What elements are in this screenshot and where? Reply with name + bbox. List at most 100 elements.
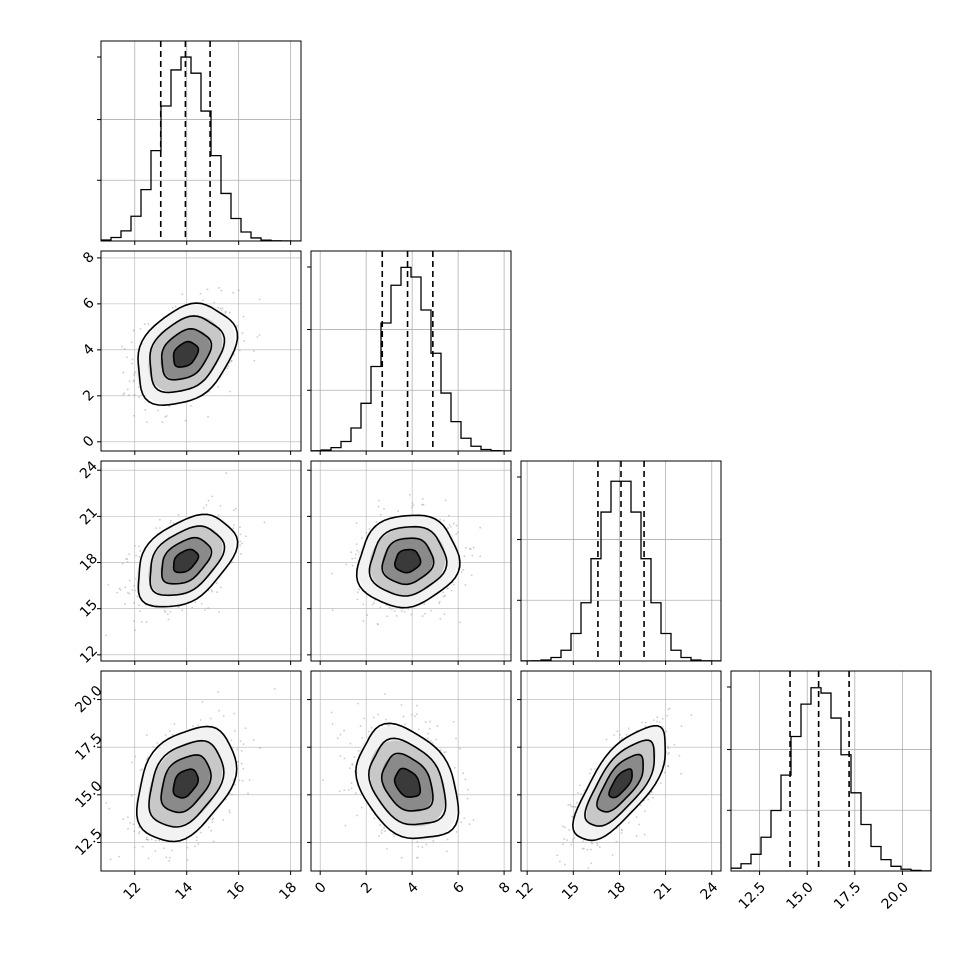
sample-point [643,810,646,813]
sample-point [126,388,129,391]
sample-point [635,834,638,837]
sample-point [225,472,228,475]
sample-point [464,584,467,586]
contour-1 [160,327,213,381]
sample-point [145,621,148,623]
sample-point [139,327,142,330]
sample-point [443,751,446,754]
sample-point [472,819,475,821]
sample-point [563,838,566,840]
sample-point [139,550,142,552]
sample-point [356,549,359,552]
sample-point [263,521,266,524]
sample-point [211,495,214,498]
sample-point [379,513,382,516]
sample-point [233,730,236,733]
sample-point [390,608,393,611]
sample-point [141,768,144,771]
sample-point [621,829,623,831]
sample-point [345,563,348,566]
sample-point [587,867,590,869]
sample-point [351,557,354,560]
sample-point [138,545,140,548]
sample-point [412,878,414,880]
sample-point [242,767,245,770]
sample-point [161,421,164,424]
sample-point [367,730,370,733]
sample-point [561,825,564,828]
sample-point [652,796,654,799]
panel-frame [310,670,512,872]
sample-point [124,603,126,606]
sample-point [571,805,574,808]
sample-point [144,409,147,411]
sample-point [330,711,333,714]
sample-point [611,854,614,856]
contour-3 [571,725,666,842]
sample-point [400,704,403,706]
sample-point [392,833,395,836]
sample-point [247,792,249,795]
sample-point [400,856,403,859]
sample-point [421,497,424,500]
sample-point [236,325,238,327]
sample-point [135,554,138,557]
sample-point [435,738,437,741]
sample-point [355,522,358,525]
panel-frame [730,670,932,872]
panel-2-2 [517,460,722,665]
sample-point [138,826,141,829]
sample-point [578,784,581,787]
sample-point [588,772,591,775]
sample-point [479,526,482,529]
sample-point [464,778,467,781]
sample-point [170,519,172,522]
sample-point [229,390,231,393]
sample-point [678,754,681,757]
sample-point [228,311,231,314]
sample-point [210,829,213,832]
sample-point [425,843,428,846]
density-fill-0 [394,549,421,573]
sample-point [661,726,664,728]
sample-point [171,849,174,852]
sample-point [605,738,608,741]
sample-point [211,590,214,593]
sample-point [376,622,379,625]
sample-point [122,818,125,821]
sample-point [468,547,471,550]
sample-point [354,557,357,559]
sample-point [589,848,592,851]
sample-point [252,350,255,352]
sample-point [222,715,225,717]
sample-point [184,419,187,422]
sample-point [207,499,210,502]
sample-point [580,793,582,795]
sample-point [230,359,233,362]
sample-point [424,721,427,724]
panel-frame [100,460,302,662]
sample-point [574,806,577,808]
sample-point [448,514,451,517]
sample-point [133,601,135,604]
sample-point [666,714,669,717]
sample-point [217,691,219,694]
sample-point [145,421,148,424]
x-tick-label: 15.0 [783,879,816,912]
sample-point [421,615,424,618]
sample-point [421,846,424,849]
sample-point [169,610,172,613]
sample-point [620,832,623,834]
x-tick-label: 2 [358,879,376,897]
panel-plot-area [101,41,301,241]
sample-point [343,729,346,732]
sample-point [155,527,158,530]
sample-point [377,499,380,502]
sample-point [213,301,216,304]
sample-point [128,553,130,556]
sample-point [627,821,630,824]
sample-point [322,779,324,782]
sample-point [127,816,129,818]
panel-plot-area [311,461,511,661]
sample-point [154,850,157,852]
